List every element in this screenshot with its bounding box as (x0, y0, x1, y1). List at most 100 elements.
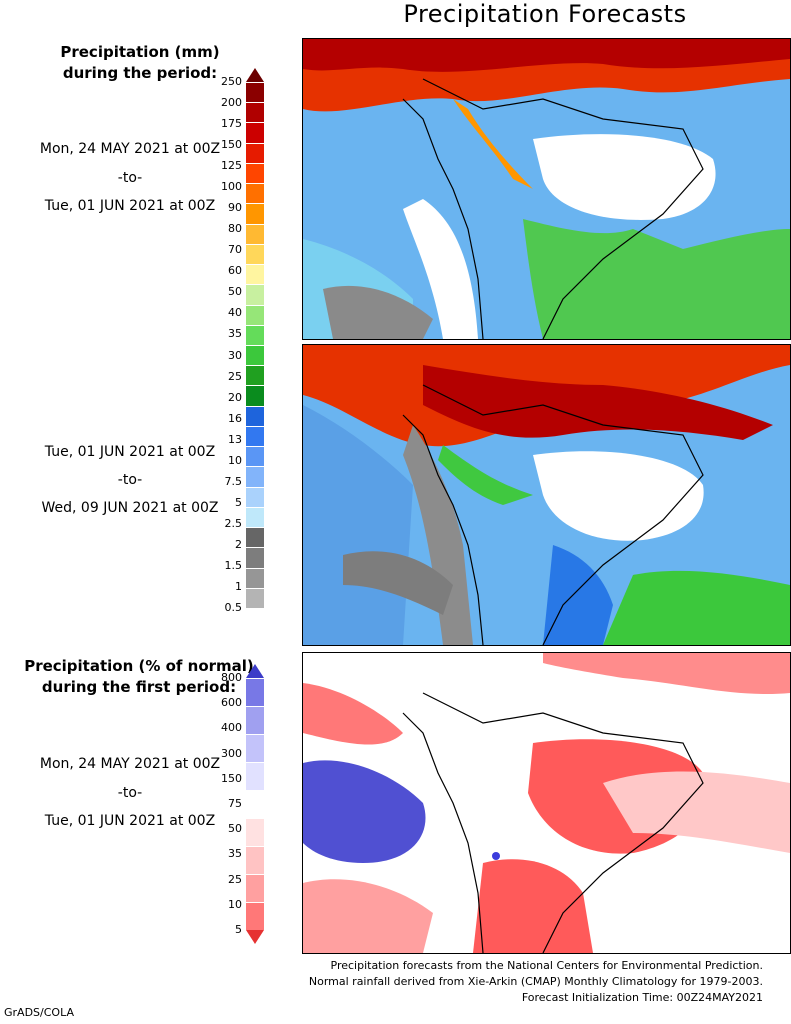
precip-mm-heading: Precipitation (mm) during the period: (30, 42, 250, 84)
pct-scale-label: 25 (228, 872, 242, 886)
period1-end: Tue, 01 JUN 2021 at 00Z (44, 198, 216, 214)
footer-line3: Forecast Initialization Time: 00Z24MAY20… (521, 991, 763, 1004)
precip-mm-heading-line2: during the period: (62, 64, 218, 82)
mm-color-scale: 250 200 175 150 125 100 90 80 70 60 50 40 35 30 25 20 16… (221, 68, 266, 622)
mm-scale-label: 2 (235, 537, 242, 551)
precip-pct-heading: Precipitation (% of normal) during the f… (8, 656, 270, 698)
mm-scale-label: 100 (221, 180, 242, 194)
mm-scale-bottom-arrow (246, 608, 264, 622)
mm-scale-swatch (246, 304, 264, 325)
mm-scale-label: 1 (235, 579, 242, 593)
mm-scale-swatch (246, 506, 264, 528)
pct-scale-swatch (246, 706, 264, 734)
pct-scale-label: 300 (221, 746, 242, 760)
pct-scale-swatch (246, 790, 264, 818)
pct-scale-label: 50 (228, 822, 242, 836)
mm-scale-swatch (246, 102, 264, 123)
footer-notes: Precipitation forecasts from the Nationa… (309, 958, 763, 1006)
precip-pct-heading-line1: Precipitation (% of normal) (24, 657, 254, 675)
mm-scale-swatch (246, 587, 264, 608)
mm-scale-label: 150 (221, 138, 242, 152)
footer-line1: Precipitation forecasts from the Nationa… (330, 959, 764, 972)
mm-scale-swatch (246, 183, 264, 204)
mm-scale-label: 0.5 (224, 601, 243, 614)
mm-scale-label: 250 (221, 75, 242, 88)
mm-scale-swatch (246, 243, 264, 265)
mm-scale-label: 13 (228, 432, 242, 446)
pct-scale-label: 600 (221, 696, 242, 710)
period1-sep: -to- (117, 170, 143, 186)
mm-scale-swatch (246, 203, 264, 224)
precip-mm-heading-line1: Precipitation (mm) (60, 43, 220, 61)
pct-scale-label: 35 (228, 847, 242, 861)
mm-scale-top-arrow (246, 68, 264, 82)
mm-scale-label: 40 (228, 306, 242, 320)
mm-scale-label: 2.5 (224, 516, 243, 530)
pct-scale-swatch (246, 734, 264, 762)
mm-scale-swatch (246, 486, 264, 507)
mm-scale-swatch (246, 264, 264, 285)
mm-scale-swatch (246, 324, 264, 345)
mm-scale-swatch (246, 527, 264, 548)
mm-scale-label: 60 (228, 264, 242, 278)
footer-line2: Normal rainfall derived from Xie-Arkin (… (308, 975, 763, 988)
map-panel-week1 (302, 38, 791, 340)
mm-scale-swatch (246, 223, 264, 244)
page-title: Precipitation Forecasts (403, 0, 687, 28)
pct-scale-label: 10 (228, 897, 242, 911)
pct-scale-top-arrow (246, 664, 264, 678)
grads-credit: GrADS/COLA (4, 1006, 74, 1019)
mm-scale-swatch (246, 446, 264, 467)
pct-scale-swatch (246, 678, 264, 706)
mm-scale-label: 20 (228, 390, 242, 404)
mm-scale-label: 7.5 (224, 474, 243, 488)
pct-scale-swatch (246, 874, 264, 902)
precip-pct-heading-line2: during the first period: (41, 678, 237, 696)
map-panel-percent-normal (302, 652, 791, 954)
pct-scale-label: 150 (221, 771, 242, 785)
pct-scale-swatch (246, 762, 264, 790)
mm-scale-label: 10 (228, 453, 242, 467)
mm-scale-swatch (246, 385, 264, 406)
mm-scale-label: 70 (228, 243, 242, 257)
mm-scale-swatch (246, 567, 264, 588)
mm-scale-swatch (246, 142, 264, 163)
pct-scale-label: 75 (228, 797, 242, 810)
pct-scale-swatch (246, 818, 264, 846)
period1-start: Mon, 24 MAY 2021 at 00Z (39, 141, 221, 157)
period2-start: Tue, 01 JUN 2021 at 00Z (44, 444, 216, 460)
mm-scale-swatch (246, 547, 264, 568)
mm-scale-label: 90 (228, 201, 242, 215)
mm-scale-label: 16 (228, 411, 242, 425)
pct-scale-swatch (246, 902, 264, 930)
pct-scale-label: 400 (221, 721, 242, 735)
mm-scale-label: 175 (221, 117, 242, 131)
map-panel-week2 (302, 344, 791, 646)
period2-sep: -to- (117, 472, 143, 488)
mm-scale-swatch (246, 82, 264, 103)
mm-scale-swatch (246, 405, 264, 426)
mm-scale-label: 50 (228, 285, 242, 299)
mm-scale-label: 200 (221, 96, 242, 110)
pct-scale-label: 5 (235, 923, 242, 936)
mm-scale-swatch (246, 345, 264, 366)
mm-scale-swatch (246, 365, 264, 386)
mm-scale-label: 80 (228, 222, 242, 236)
mm-scale-swatch (246, 122, 264, 143)
mm-scale-swatch (246, 284, 264, 305)
mm-scale-label: 25 (228, 369, 242, 383)
mm-scale-swatch (246, 466, 264, 487)
pct-scale-label: 800 (221, 671, 242, 684)
period3-start: Mon, 24 MAY 2021 at 00Z (39, 756, 221, 772)
period3-sep: -to- (117, 785, 143, 801)
mm-scale-label: 1.5 (224, 558, 243, 572)
mm-scale-swatch (246, 425, 264, 447)
mm-scale-label: 35 (228, 327, 242, 341)
mm-scale-label: 5 (235, 495, 242, 509)
period3-end: Tue, 01 JUN 2021 at 00Z (44, 813, 216, 829)
pct-scale-swatch (246, 846, 264, 874)
pct-color-scale: 800 600 400 300 150 75 50 35 25 10 5 (221, 664, 266, 944)
mm-scale-label: 30 (228, 348, 242, 362)
period2-end: Wed, 09 JUN 2021 at 00Z (41, 500, 219, 516)
mm-scale-label: 125 (221, 159, 242, 173)
